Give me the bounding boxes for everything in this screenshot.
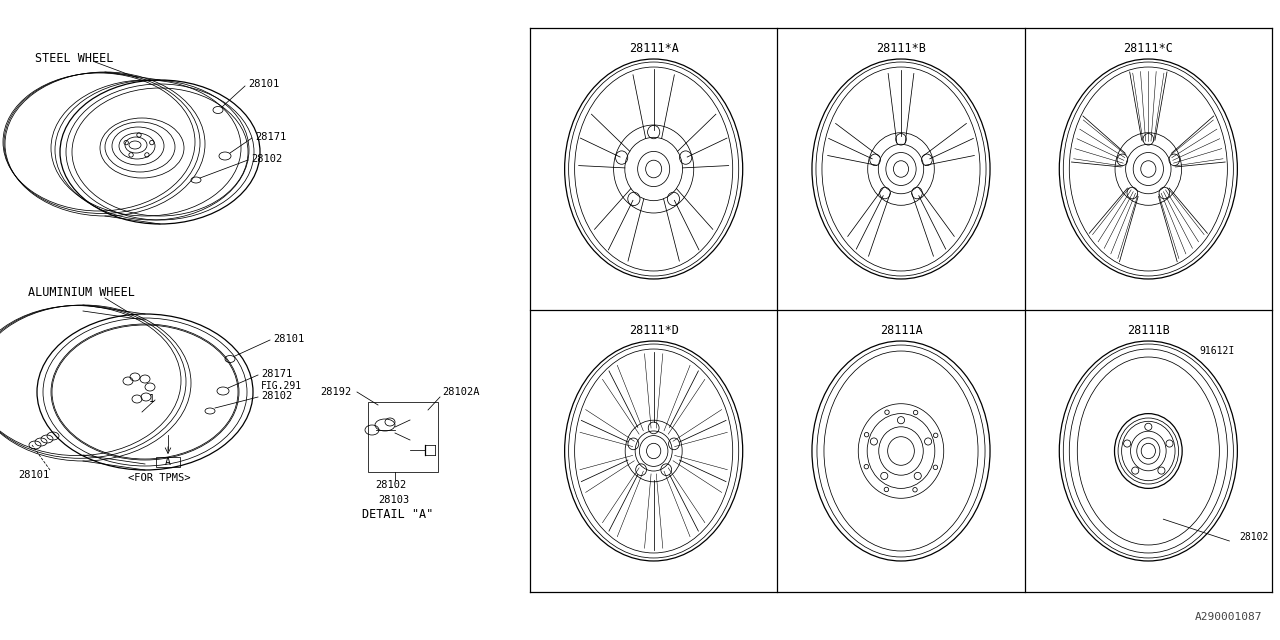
Text: 28101: 28101 — [18, 470, 49, 480]
Text: 28101: 28101 — [273, 334, 305, 344]
Bar — [156, 457, 180, 467]
Text: 28111*B: 28111*B — [876, 42, 925, 54]
Text: 28102: 28102 — [1239, 532, 1268, 542]
Text: 28101: 28101 — [248, 79, 279, 89]
Text: 28171: 28171 — [261, 369, 292, 379]
Text: 28102: 28102 — [251, 154, 283, 164]
Text: 28111*C: 28111*C — [1124, 42, 1174, 54]
Text: 28103: 28103 — [378, 495, 410, 505]
Text: DETAIL "A": DETAIL "A" — [362, 509, 433, 522]
Text: STEEL WHEEL: STEEL WHEEL — [35, 51, 114, 65]
Text: 28102: 28102 — [375, 480, 406, 490]
Text: 28111A: 28111A — [879, 323, 923, 337]
Text: 28192: 28192 — [320, 387, 351, 397]
Bar — [369, 402, 438, 472]
Text: 1: 1 — [148, 394, 155, 404]
Text: FIG.291: FIG.291 — [261, 381, 302, 391]
Text: 28111*D: 28111*D — [628, 323, 678, 337]
Text: 28171: 28171 — [255, 132, 287, 142]
Text: 28102A: 28102A — [442, 387, 480, 397]
Text: 28111*A: 28111*A — [628, 42, 678, 54]
Text: A290001087: A290001087 — [1194, 612, 1262, 622]
Text: ALUMINIUM WHEEL: ALUMINIUM WHEEL — [28, 285, 134, 298]
Text: 91612I: 91612I — [1199, 346, 1234, 356]
Text: 28102: 28102 — [261, 391, 292, 401]
Text: 28111B: 28111B — [1126, 323, 1170, 337]
Text: A: A — [165, 457, 172, 467]
Text: <FOR TPMS>: <FOR TPMS> — [128, 473, 191, 483]
